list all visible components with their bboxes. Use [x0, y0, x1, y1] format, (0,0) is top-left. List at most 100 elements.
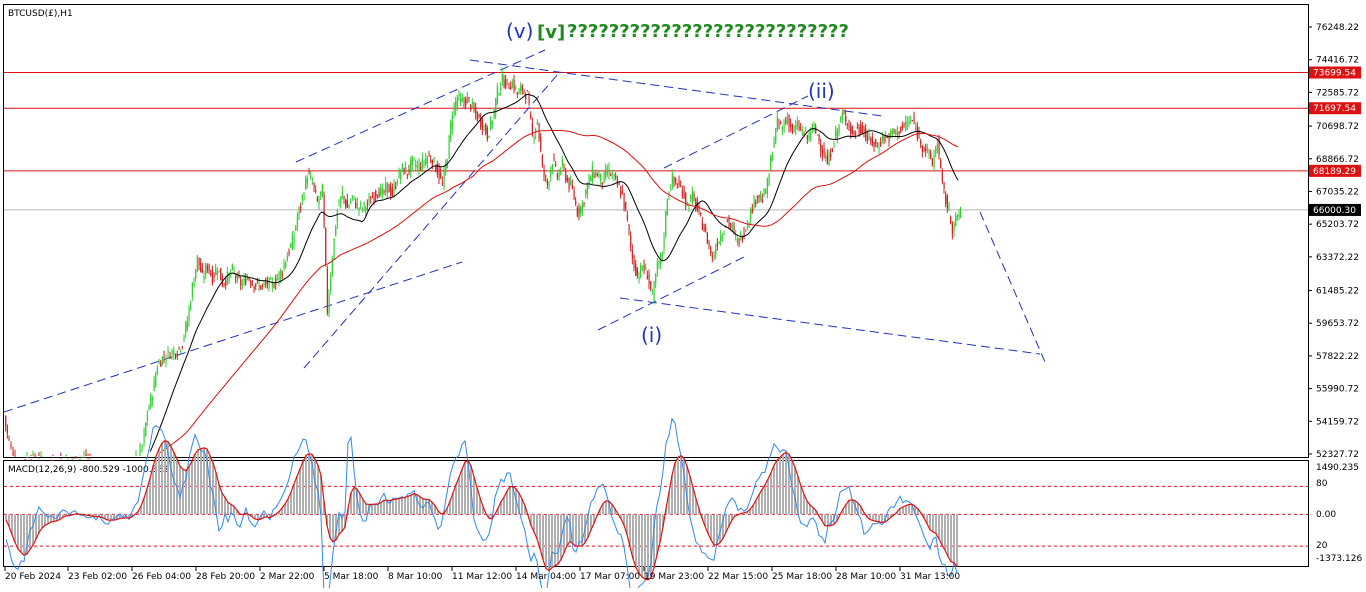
bear-candle-body — [198, 257, 200, 266]
time-axis[interactable]: 20 Feb 2024 23 Feb 02:00 26 Feb 04:00 28 Fe… — [4, 567, 960, 582]
bear-candle-body — [875, 139, 877, 144]
bull-candle-body — [335, 227, 337, 236]
bear-candle-body — [853, 131, 855, 135]
bear-candle-body — [468, 97, 470, 99]
bear-candle-body — [940, 159, 942, 168]
bull-candle-body — [295, 226, 297, 230]
bull-candle-body — [450, 122, 452, 139]
time-tick-label: 8 Mar 10:00 — [388, 572, 443, 582]
bull-candle-body — [518, 89, 520, 95]
bull-candle-body — [145, 422, 147, 436]
time-tick-label: 31 Mar 13:00 — [900, 572, 960, 582]
bear-candle-body — [38, 457, 40, 459]
bull-candle-body — [558, 171, 560, 180]
bear-candle-body — [530, 113, 532, 118]
bear-candle-body — [343, 196, 345, 199]
bull-candle-body — [933, 155, 935, 167]
bear-candle-body — [593, 175, 595, 178]
bull-candle-body — [385, 182, 387, 193]
bear-candle-body — [728, 217, 730, 226]
time-tick-label: 25 Mar 18:00 — [772, 572, 832, 582]
trend-line — [3, 261, 463, 413]
macd-title: MACD(12,26,9) -800.529 -1000.382 — [8, 465, 169, 475]
bull-candle-body — [396, 182, 399, 184]
bear-candle-body — [546, 180, 549, 186]
bear-candle-body — [531, 122, 534, 135]
bear-candle-body — [860, 124, 862, 134]
bull-candle-body — [231, 264, 234, 270]
bear-candle-body — [758, 194, 760, 198]
bear-candle-body — [950, 216, 952, 223]
bull-candle-body — [490, 118, 492, 130]
bull-candle-body — [953, 222, 955, 232]
bull-candle-body — [135, 455, 137, 457]
bull-candle-body — [203, 276, 205, 279]
bull-candle-body — [783, 123, 785, 132]
bull-candle-body — [746, 226, 749, 228]
bull-candle-body — [278, 271, 280, 281]
bear-candle-body — [596, 173, 599, 177]
bear-candle-body — [913, 116, 915, 123]
bear-candle-body — [871, 136, 874, 145]
bear-candle-body — [10, 444, 12, 447]
bull-candle-body — [340, 196, 342, 204]
bull-candle-body — [79, 458, 81, 460]
bear-candle-body — [288, 250, 290, 254]
slow-moving-average-line — [159, 129, 959, 454]
bull-candle-body — [360, 202, 362, 205]
bear-candle-body — [695, 199, 697, 210]
bull-candle-body — [805, 130, 807, 132]
level-price-tag — [1309, 102, 1361, 115]
bear-candle-body — [370, 202, 372, 204]
bull-candle-body — [595, 171, 597, 176]
bull-candle-body — [958, 214, 960, 218]
bull-candle-body — [535, 129, 537, 134]
bear-candle-body — [678, 180, 680, 186]
bear-candle-body — [208, 264, 210, 272]
bull-candle-body — [426, 156, 429, 164]
bear-candle-body — [893, 128, 895, 133]
bear-candle-body — [850, 125, 852, 134]
bear-candle-body — [788, 116, 790, 128]
bull-candle-body — [715, 248, 717, 255]
bull-candle-body — [139, 444, 141, 455]
bear-candle-body — [541, 156, 544, 166]
bull-candle-body — [456, 97, 459, 106]
bull-candle-body — [226, 272, 229, 282]
bear-candle-body — [945, 195, 947, 204]
bear-candle-body — [256, 280, 259, 282]
bull-candle-body — [551, 164, 554, 172]
bear-candle-body — [176, 353, 178, 357]
bear-candle-body — [568, 177, 570, 189]
bull-candle-body — [190, 302, 192, 310]
bull-candle-body — [380, 187, 382, 196]
bear-candle-body — [951, 223, 954, 234]
bear-candle-body — [201, 268, 204, 272]
macd-main-line — [5, 417, 958, 592]
bull-candle-body — [835, 131, 837, 137]
bear-candle-body — [743, 232, 745, 237]
macd-tick-label: 1490.235 — [1316, 463, 1359, 473]
bull-candle-body — [606, 170, 609, 174]
bear-candle-body — [200, 262, 202, 273]
bull-candle-body — [956, 214, 959, 217]
bull-candle-body — [611, 173, 614, 175]
price-panel-frame — [3, 4, 1309, 458]
bear-candle-body — [225, 280, 227, 286]
bull-candle-body — [895, 131, 897, 135]
trend-line — [295, 49, 546, 163]
bull-candle-body — [83, 456, 85, 458]
price-axis[interactable]: 76248.22 74416.72 72585.72 70698.72 68866.72… — [1308, 23, 1359, 460]
bear-candle-body — [481, 118, 484, 131]
bear-candle-body — [390, 186, 392, 196]
bull-candle-body — [735, 234, 737, 236]
bull-candle-body — [718, 241, 720, 244]
bull-candle-body — [193, 282, 195, 288]
bear-candle-body — [708, 243, 710, 246]
bull-candle-body — [405, 167, 407, 173]
bear-candle-body — [730, 223, 732, 227]
macd-tick-label: -1373.126 — [1316, 554, 1362, 564]
bear-candle-body — [741, 237, 744, 242]
